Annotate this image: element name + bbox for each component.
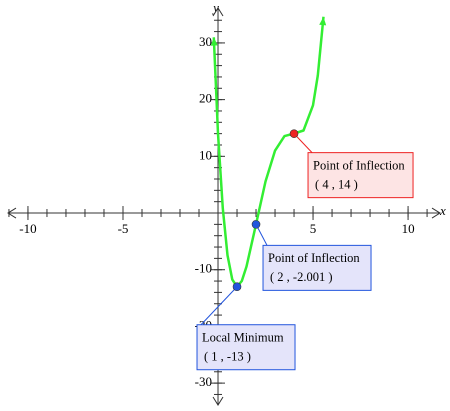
x-tick-label: 5 <box>310 221 317 236</box>
y-tick-label: -30 <box>195 374 212 389</box>
annotation-connector <box>200 286 238 326</box>
y-tick-label: 30 <box>199 34 212 49</box>
x-axis-label: x <box>439 203 446 218</box>
annotation-label: ( 1 , -13 ) <box>204 350 251 364</box>
x-tick-label: -10 <box>19 221 36 236</box>
x-arrow <box>7 207 441 219</box>
annotation-label: ( 4 , 14 ) <box>315 178 358 192</box>
annotation-connector <box>293 133 313 153</box>
annotation-title: Point of Inflection <box>313 159 405 173</box>
annotation: Local Minimum ( 1 , -13 ) <box>196 282 296 371</box>
curve-arrow <box>319 16 327 26</box>
y-tick-label: 20 <box>199 91 212 106</box>
x-tick-label: 10 <box>402 221 415 236</box>
y-tick-label: 10 <box>199 147 212 162</box>
annotation: Point of Inflection ( 2 , -2.001 ) <box>251 220 372 291</box>
curve-arrow <box>210 37 218 46</box>
annotation-box <box>262 244 372 291</box>
annotation-point <box>289 129 299 138</box>
annotation-title: Point of Inflection <box>268 251 360 265</box>
annotation-point <box>232 282 242 292</box>
annotation-point <box>251 220 261 229</box>
y-arrow <box>212 7 224 406</box>
x-tick-label: -5 <box>118 221 129 236</box>
annotation-label: ( 2 , -2.001 ) <box>270 270 333 284</box>
y-tick-label: -10 <box>195 261 212 276</box>
y-axis-label: y <box>211 0 219 15</box>
annotation: Point of Inflection ( 4 , 14 ) <box>289 129 414 199</box>
annotation-box <box>196 324 296 371</box>
annotation-title: Local Minimum <box>202 331 284 345</box>
annotation-box <box>307 152 414 199</box>
